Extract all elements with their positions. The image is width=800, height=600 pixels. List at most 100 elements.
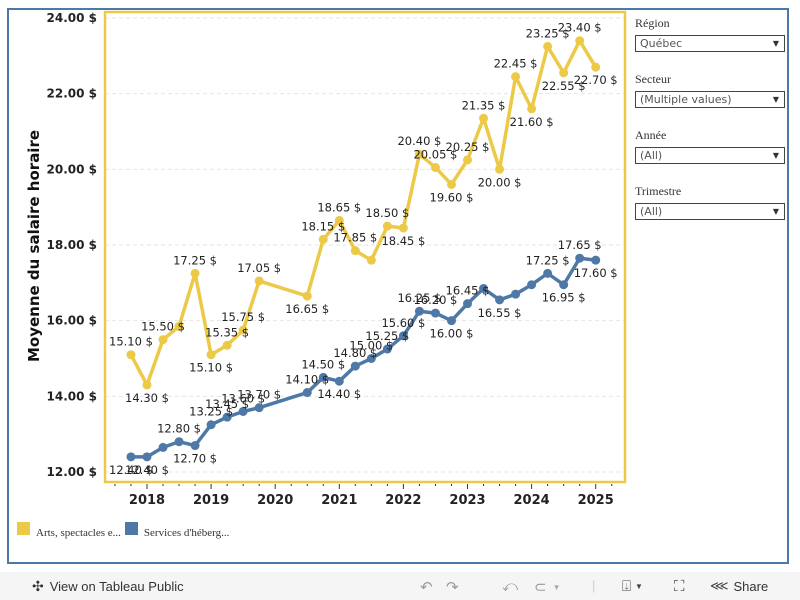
data-point[interactable] xyxy=(366,255,376,265)
data-point[interactable] xyxy=(206,420,216,430)
data-label: 14.50 $ xyxy=(301,357,345,371)
data-point[interactable] xyxy=(142,452,152,462)
data-label: 14.40 $ xyxy=(317,387,361,401)
data-label: 23.25 $ xyxy=(526,26,570,40)
data-point[interactable] xyxy=(446,316,456,326)
data-point[interactable] xyxy=(222,340,232,350)
data-point[interactable] xyxy=(575,253,585,263)
data-point[interactable] xyxy=(479,284,489,294)
data-label: 16.20 $ xyxy=(413,293,457,307)
legend-item-hebergement[interactable]: Services d'héberg... xyxy=(124,522,229,539)
data-point[interactable] xyxy=(142,380,152,390)
y-axis: 12.00 $ 14.00 $ 16.00 $ 18.00 $ 20.00 $ 22.00… xyxy=(47,11,97,479)
data-label: 12.80 $ xyxy=(157,422,201,436)
data-point[interactable] xyxy=(463,155,472,165)
data-point[interactable] xyxy=(495,295,505,305)
data-point[interactable] xyxy=(382,344,392,354)
share-icon: ⋘ xyxy=(710,578,729,593)
data-label: 15.75 $ xyxy=(221,310,265,324)
filter-secteur-title: Secteur xyxy=(635,72,671,86)
download-button[interactable]: ⍗ ▼ xyxy=(622,578,643,595)
data-point[interactable] xyxy=(158,335,168,345)
data-point[interactable] xyxy=(302,388,312,398)
data-point[interactable] xyxy=(463,299,472,309)
data-point[interactable] xyxy=(495,164,505,174)
data-point[interactable] xyxy=(591,62,601,72)
toolbar-divider: | xyxy=(592,578,596,593)
x-tick-label: 2018 xyxy=(129,493,165,508)
data-point[interactable] xyxy=(559,68,569,78)
data-point[interactable] xyxy=(543,41,553,51)
redo-button[interactable]: ↷ xyxy=(446,578,459,596)
data-label: 15.25 $ xyxy=(365,329,409,343)
data-point[interactable] xyxy=(206,350,216,360)
undo-icon: ↶ xyxy=(420,579,433,596)
data-point[interactable] xyxy=(366,354,376,363)
filter-trimestre-select[interactable]: (All) ▼ xyxy=(635,203,785,220)
data-point[interactable] xyxy=(158,442,168,452)
filter-annee-select[interactable]: (All) ▼ xyxy=(635,147,785,164)
data-point[interactable] xyxy=(527,280,537,290)
data-label: 17.60 $ xyxy=(574,266,618,280)
legend-item-arts[interactable]: Arts, spectacles e... xyxy=(17,522,121,539)
data-label: 16.55 $ xyxy=(478,306,522,320)
filter-secteur-select[interactable]: (Multiple values) ▼ xyxy=(635,91,785,108)
data-point[interactable] xyxy=(302,291,312,301)
filter-region-title: Région xyxy=(635,16,670,30)
data-point[interactable] xyxy=(591,255,601,265)
data-point[interactable] xyxy=(350,246,360,256)
data-point[interactable] xyxy=(527,104,537,114)
plot-area-border xyxy=(103,10,627,484)
data-point[interactable] xyxy=(575,36,585,46)
data-point[interactable] xyxy=(398,223,408,233)
x-tick-label: 2020 xyxy=(257,493,293,508)
data-point[interactable] xyxy=(479,113,489,123)
data-point[interactable] xyxy=(254,276,264,286)
data-point[interactable] xyxy=(511,72,521,82)
chevron-down-icon: ▼ xyxy=(552,582,561,592)
data-point[interactable] xyxy=(318,372,328,382)
data-point[interactable] xyxy=(238,325,248,335)
refresh-button[interactable]: ⊂ ▼ xyxy=(534,578,561,596)
fullscreen-button[interactable]: ⛶ xyxy=(674,578,685,595)
data-point[interactable] xyxy=(559,280,569,290)
data-point[interactable] xyxy=(174,321,184,331)
series xyxy=(126,36,601,462)
data-point[interactable] xyxy=(222,412,232,422)
data-point[interactable] xyxy=(414,306,424,316)
view-on-tableau-public-button[interactable]: ✣ View on Tableau Public xyxy=(32,578,184,595)
data-label: 15.50 $ xyxy=(141,320,185,334)
y-tick-label: 24.00 $ xyxy=(47,11,97,25)
data-label: 15.10 $ xyxy=(189,361,233,375)
data-point[interactable] xyxy=(446,179,456,189)
data-point[interactable] xyxy=(334,215,344,225)
data-point[interactable] xyxy=(126,452,136,462)
data-point[interactable] xyxy=(190,268,200,278)
data-point[interactable] xyxy=(511,289,521,299)
data-point[interactable] xyxy=(334,376,344,386)
data-label: 20.00 $ xyxy=(478,175,522,189)
filter-region-select[interactable]: Québec ▼ xyxy=(635,35,785,52)
data-point[interactable] xyxy=(430,308,440,318)
tableau-logo-icon: ✣ xyxy=(32,578,44,594)
data-point[interactable] xyxy=(174,437,184,447)
data-point[interactable] xyxy=(318,234,328,244)
undo-button[interactable]: ↶ xyxy=(420,578,433,596)
data-point[interactable] xyxy=(350,361,360,371)
data-point[interactable] xyxy=(238,406,248,416)
data-point[interactable] xyxy=(430,162,440,172)
data-label: 17.05 $ xyxy=(237,261,281,275)
data-point[interactable] xyxy=(543,268,553,278)
data-point[interactable] xyxy=(398,331,408,341)
data-point[interactable] xyxy=(254,403,264,413)
data-point[interactable] xyxy=(126,350,136,360)
data-point[interactable] xyxy=(190,441,200,451)
y-tick-label: 22.00 $ xyxy=(47,87,97,101)
data-point[interactable] xyxy=(414,149,424,159)
share-button[interactable]: ⋘ Share xyxy=(710,578,768,594)
revert-button[interactable]: ⤺ xyxy=(502,578,518,595)
x-axis: 2018 2019 2020 2021 2022 2023 2024 2025 xyxy=(114,484,614,508)
data-label: 15.60 $ xyxy=(381,316,425,330)
data-label: 21.60 $ xyxy=(510,115,554,129)
data-point[interactable] xyxy=(382,221,392,231)
